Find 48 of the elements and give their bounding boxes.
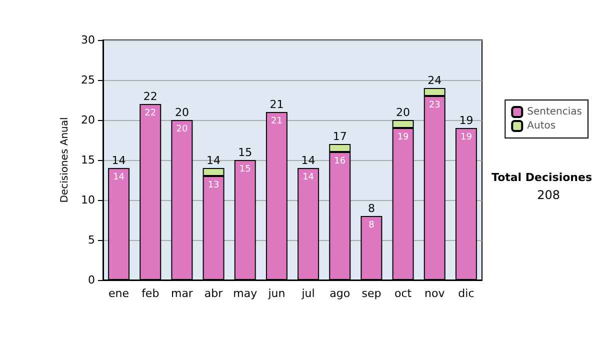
total-label: 14: [206, 154, 221, 167]
legend-label: Sentencias: [527, 106, 582, 118]
data-label: 22: [144, 108, 156, 118]
y-tick-label: 25: [81, 74, 95, 86]
data-label: 20: [176, 124, 188, 134]
total-label: 21: [270, 98, 284, 111]
x-tick-label: jul: [300, 287, 315, 300]
x-tick-label: abr: [204, 287, 224, 300]
y-tick-label: 5: [88, 234, 95, 246]
data-label: 14: [302, 172, 314, 182]
total-label: 14: [112, 154, 126, 167]
text: Total Decisiones: [492, 171, 592, 184]
data-label: 15: [239, 164, 251, 174]
y-tick-label: 10: [81, 194, 95, 206]
total-label: 8: [368, 202, 375, 215]
x-tick-label: feb: [142, 287, 160, 300]
data-label: 19: [397, 132, 410, 142]
data-label: 13: [208, 180, 220, 190]
total-label: 14: [301, 154, 316, 167]
x-tick-label: oct: [394, 287, 412, 300]
total-label: 24: [428, 74, 442, 87]
legend-label: Autos: [527, 120, 556, 132]
x-tick-label: may: [233, 287, 258, 300]
data-label: 21: [270, 116, 282, 126]
data-label: 14: [113, 172, 125, 182]
y-tick-label: 30: [81, 34, 95, 46]
x-tick-label: mar: [170, 287, 194, 300]
x-tick-label: jun: [267, 287, 286, 300]
y-tick-label: 15: [81, 154, 95, 166]
x-tick-label: ago: [330, 287, 350, 300]
total-label: 22: [143, 90, 158, 103]
x-tick-label: dic: [458, 287, 474, 300]
y-tick-label: 20: [81, 114, 95, 126]
y-axis-title: Decisiones Anual: [60, 117, 71, 203]
data-label: 19: [460, 132, 472, 142]
data-label: 23: [428, 100, 440, 110]
total-label: 20: [174, 106, 189, 119]
data-label: 8: [368, 220, 375, 230]
text: 208: [537, 188, 560, 202]
total-label: 17: [332, 130, 347, 143]
x-tick-label: sep: [362, 287, 382, 300]
total-label: 19: [459, 114, 474, 127]
data-label: 16: [334, 156, 346, 166]
x-tick-label: ene: [108, 287, 130, 300]
y-tick-label: 0: [88, 274, 95, 286]
total-label: 15: [238, 146, 252, 159]
x-tick-label: nov: [424, 287, 446, 300]
total-label: 20: [396, 106, 410, 119]
